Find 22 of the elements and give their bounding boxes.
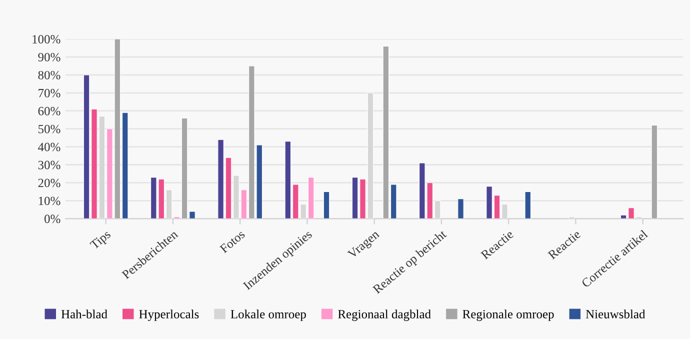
y-tick-label: 40% bbox=[38, 142, 60, 152]
bar bbox=[651, 124, 658, 219]
legend-label: Hah-blad bbox=[61, 310, 108, 318]
legend-label: Hyperlocals bbox=[139, 310, 199, 321]
bar bbox=[323, 191, 330, 219]
y-tick-label: 30% bbox=[38, 160, 60, 170]
y-tick-label: 70% bbox=[38, 88, 60, 98]
y-tick-label: 0% bbox=[44, 214, 60, 224]
y-tick-label: 80% bbox=[38, 70, 60, 80]
y-tick-label: 50% bbox=[38, 124, 60, 134]
y-tick-label: 90% bbox=[38, 52, 60, 62]
bar bbox=[524, 191, 532, 219]
bar bbox=[458, 198, 464, 219]
y-tick-label: 100% bbox=[32, 35, 60, 44]
x-tick-label: Tips bbox=[90, 230, 113, 252]
legend-label: Nieuwsblad bbox=[586, 310, 646, 318]
y-tick-label: 60% bbox=[38, 106, 60, 116]
y-tick-label: 10% bbox=[38, 196, 60, 206]
y-tick-label: 20% bbox=[38, 178, 60, 188]
legend-label: Regionale omroep bbox=[462, 310, 554, 321]
legend-label: Lokale omroep bbox=[230, 310, 306, 321]
legend-label: Regionaal dagblad bbox=[338, 310, 431, 321]
